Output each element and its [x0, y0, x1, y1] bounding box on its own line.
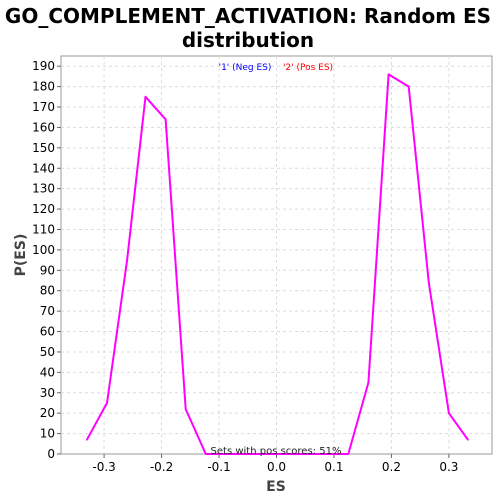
data-point	[85, 438, 88, 441]
grid	[61, 56, 492, 454]
y-tick-label: 70	[40, 304, 55, 318]
data-point	[407, 85, 410, 88]
x-tick-label: 0.1	[324, 460, 343, 474]
chart-title-line-1: GO_COMPLEMENT_ACTIVATION: Random ES	[5, 4, 491, 28]
x-tick-label: -0.2	[150, 460, 173, 474]
y-tick-label: 190	[32, 59, 55, 73]
data-point	[144, 95, 147, 98]
y-tick-label: 90	[40, 263, 55, 277]
y-tick-label: 140	[32, 161, 55, 175]
y-axis-ticks: 0 10 20 30 40 50 60 70 80 90 100 110 120 130 140 150 160…	[32, 59, 61, 461]
y-tick-label: 130	[32, 182, 55, 196]
y-tick-label: 100	[32, 243, 55, 257]
x-tick-label: 0.3	[439, 460, 458, 474]
data-point	[275, 453, 278, 455]
data-point	[448, 412, 450, 415]
y-tick-label: 50	[40, 345, 55, 359]
data-point	[106, 402, 108, 404]
x-axis-ticks: -0.3 -0.2 -0.1 0.0 0.1 0.2 0.3	[92, 454, 458, 474]
data-point	[241, 453, 243, 455]
data-point	[164, 118, 167, 121]
data-point	[204, 453, 207, 455]
y-tick-label: 10	[40, 427, 55, 441]
legend-entry-neg-es: '1' (Neg ES)	[219, 63, 272, 73]
x-tick-label: -0.3	[92, 460, 115, 474]
data-point	[427, 281, 430, 284]
y-axis-label: P(ES)	[13, 234, 29, 277]
series-layer	[85, 73, 469, 455]
y-tick-label: 170	[32, 100, 55, 114]
y-tick-label: 150	[32, 141, 55, 155]
y-tick-label: 60	[40, 325, 55, 339]
x-tick-label: 0.2	[382, 460, 401, 474]
data-point	[258, 453, 261, 455]
data-point	[310, 453, 312, 455]
data-point	[367, 381, 370, 384]
data-point	[184, 408, 187, 410]
y-tick-label: 110	[32, 222, 55, 236]
data-point	[387, 73, 390, 76]
y-tick-label: 80	[40, 284, 55, 298]
data-point	[292, 453, 295, 455]
data-point	[327, 453, 330, 455]
pos-scores-annotation: Sets with pos scores: 51%	[211, 446, 342, 457]
legend-entry-pos-es: '2' (Pos ES)	[283, 63, 333, 73]
data-point	[347, 453, 350, 455]
data-point	[218, 453, 220, 455]
y-tick-label: 0	[47, 447, 55, 461]
y-tick-label: 20	[40, 406, 55, 420]
y-tick-label: 40	[40, 365, 55, 379]
x-axis-label: ES	[266, 479, 286, 495]
data-point	[126, 259, 128, 262]
y-tick-label: 180	[32, 80, 55, 94]
chart-title-line-2: distribution	[182, 28, 314, 52]
y-tick-label: 160	[32, 120, 55, 134]
data-point	[466, 438, 469, 441]
y-tick-label: 30	[40, 386, 55, 400]
x-tick-label: 0.0	[267, 460, 286, 474]
y-tick-label: 120	[32, 202, 55, 216]
x-tick-label: -0.1	[207, 460, 230, 474]
